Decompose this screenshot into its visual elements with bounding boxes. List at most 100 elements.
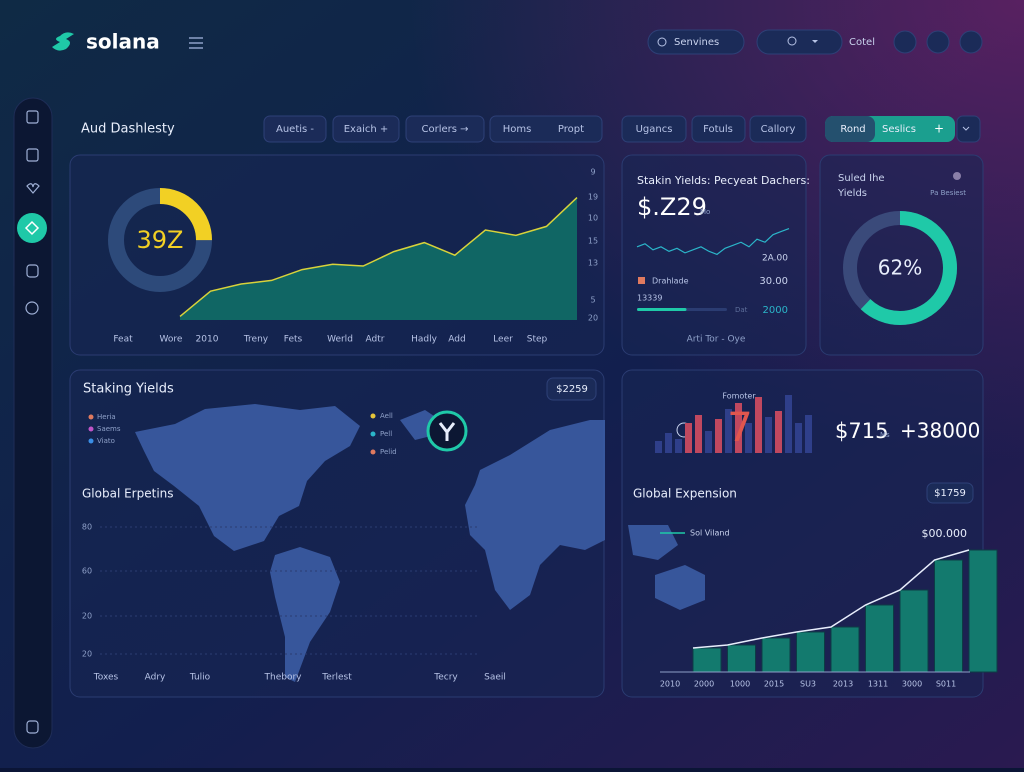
panel-title: Staking Yields bbox=[83, 382, 174, 397]
badge bbox=[546, 377, 597, 401]
dashboard-title: Aud Dashlesty bbox=[81, 122, 175, 137]
x-axis-label: S011 bbox=[936, 680, 956, 689]
legend-dot bbox=[370, 431, 376, 437]
icon-button[interactable] bbox=[893, 30, 917, 54]
filter-button[interactable] bbox=[621, 115, 687, 143]
x-axis-label: 2015 bbox=[764, 680, 784, 689]
filter-label: Auetis - bbox=[276, 124, 314, 135]
row-label: Dat bbox=[735, 306, 748, 314]
meter-label: Fomoter bbox=[722, 392, 756, 401]
filter-button[interactable] bbox=[749, 115, 807, 143]
active-icon bbox=[24, 220, 40, 236]
badge bbox=[926, 482, 974, 504]
bar bbox=[830, 626, 860, 673]
filter-button[interactable] bbox=[405, 115, 485, 143]
icon-button[interactable] bbox=[959, 30, 983, 54]
legend-label: Aell bbox=[380, 412, 393, 420]
badge-text: $2259 bbox=[556, 384, 588, 395]
primary-button-left[interactable] bbox=[825, 116, 875, 142]
meter-bar bbox=[705, 431, 712, 453]
meter-bar bbox=[665, 433, 672, 453]
peak-label: $00.000 bbox=[922, 527, 968, 540]
card-note: Pa Besiest bbox=[930, 189, 966, 197]
x-axis-label: Adtr bbox=[366, 335, 385, 345]
primary-label: Rond bbox=[840, 124, 865, 135]
meter-bar bbox=[685, 423, 692, 453]
card-footer: Arti Tor - Oye bbox=[687, 335, 746, 345]
card-title: Yields bbox=[837, 188, 867, 199]
legend-dot bbox=[88, 438, 94, 444]
bar bbox=[727, 644, 756, 673]
row-value: 30.00 bbox=[759, 276, 788, 287]
chevron bbox=[962, 126, 970, 131]
x-axis-label: Leer bbox=[493, 335, 513, 345]
status-text: Cotel bbox=[849, 37, 875, 48]
icon-button[interactable] bbox=[926, 30, 950, 54]
bar bbox=[865, 604, 894, 673]
x-axis-label: Tulio bbox=[189, 673, 211, 683]
x-axis-label: 2000 bbox=[694, 680, 714, 689]
amount-unit: Ms bbox=[880, 431, 890, 439]
filter-label: Fotuls bbox=[703, 124, 733, 135]
bar bbox=[968, 549, 998, 673]
filter-button[interactable] bbox=[691, 115, 746, 143]
search-text: Senvines bbox=[674, 37, 719, 48]
donut-label: 39Z bbox=[137, 226, 184, 254]
panel-title: Global Expension bbox=[633, 487, 737, 501]
meter-bar bbox=[775, 411, 782, 453]
badge-text: $1759 bbox=[934, 488, 966, 499]
row-value: 2000 bbox=[763, 305, 788, 316]
amount: $715 bbox=[835, 419, 888, 443]
bar bbox=[692, 647, 722, 673]
bar bbox=[934, 559, 963, 673]
filter-button[interactable] bbox=[263, 115, 327, 143]
x-axis-label: Terlest bbox=[321, 673, 352, 683]
world-map bbox=[135, 404, 705, 682]
meter-bar bbox=[655, 441, 662, 453]
legend-swatch bbox=[638, 277, 645, 284]
sidebar-active[interactable] bbox=[17, 213, 47, 243]
x-axis-label: Saeil bbox=[484, 673, 506, 683]
y-axis-label: 20 bbox=[588, 314, 598, 323]
x-axis-label: 2010 bbox=[196, 335, 219, 345]
legend-label: Viato bbox=[97, 437, 115, 445]
search-box[interactable] bbox=[647, 29, 745, 55]
card-unit: Mo bbox=[700, 208, 710, 216]
legend-dot bbox=[88, 426, 94, 432]
meter-bar bbox=[725, 409, 732, 453]
area-fill bbox=[180, 197, 577, 320]
primary-label: Seslics bbox=[882, 124, 916, 135]
badge-glyph bbox=[438, 422, 456, 441]
card-title: Stakin Yields: Pecyeat Dachers: bbox=[637, 174, 810, 187]
dropdown-button[interactable] bbox=[956, 115, 981, 143]
menu-icon[interactable] bbox=[189, 37, 203, 49]
yields-panel bbox=[621, 154, 807, 356]
search-pill[interactable] bbox=[756, 29, 843, 55]
card-title: Suled Ihe bbox=[838, 173, 885, 184]
filter-button[interactable] bbox=[489, 115, 603, 143]
legend-label: Saems bbox=[97, 425, 121, 433]
legend-label: Pell bbox=[380, 430, 392, 438]
filter-label: Corlers → bbox=[421, 124, 468, 135]
panel-subtitle: Global Erpetins bbox=[82, 487, 174, 501]
legend-label: Heria bbox=[97, 413, 116, 421]
logo-text: solana bbox=[86, 30, 160, 54]
meter-bar bbox=[765, 417, 772, 453]
legend-label: Pelid bbox=[380, 448, 397, 456]
x-axis-label: Step bbox=[527, 335, 548, 345]
meter-bar bbox=[715, 419, 722, 453]
sidebar bbox=[13, 97, 53, 749]
meter-bar bbox=[735, 403, 742, 453]
x-axis-label: 1000 bbox=[730, 680, 750, 689]
y-axis-label: 10 bbox=[588, 214, 598, 223]
x-axis-label: Fets bbox=[284, 335, 303, 345]
y-axis-label: 9 bbox=[590, 168, 595, 177]
y-axis-label: 20 bbox=[82, 612, 92, 621]
filter-button[interactable] bbox=[332, 115, 400, 143]
card-high: 2A.00 bbox=[762, 254, 788, 264]
bar bbox=[899, 589, 929, 673]
sidebar-icons[interactable] bbox=[25, 110, 40, 734]
meter-bar bbox=[675, 439, 682, 453]
